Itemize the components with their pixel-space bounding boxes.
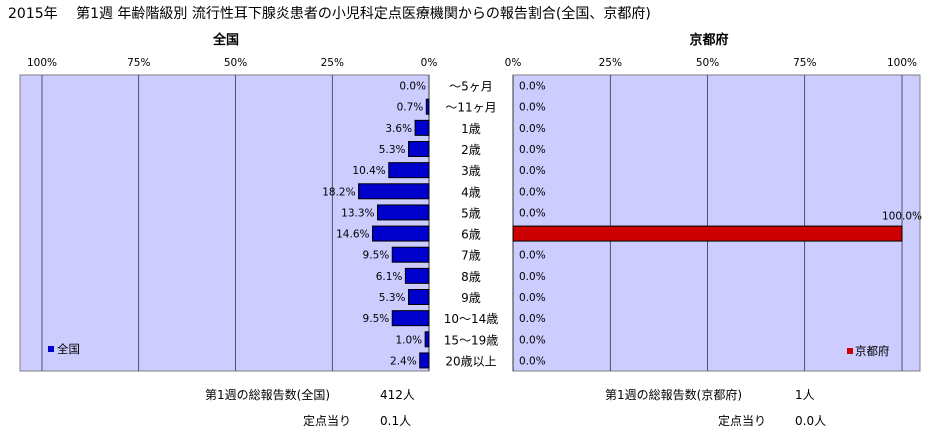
kyoto-bar bbox=[512, 225, 903, 242]
national-x-tick-label: 25% bbox=[321, 57, 344, 69]
kyoto-data-label: 0.0% bbox=[519, 271, 546, 283]
national-total-label: 第1週の総報告数(全国) bbox=[205, 388, 330, 402]
national-bar bbox=[388, 162, 430, 179]
kyoto-data-label: 0.0% bbox=[519, 313, 546, 325]
category-label: 4歳 bbox=[461, 185, 481, 199]
national-plot: 100% 75% 50% 25% 0% 0.0% 0.7% 3.6% 5.3% 10.4% 18.2… bbox=[19, 57, 438, 372]
category-labels: ～5ヶ月 ～11ヶ月 1歳 2歳 3歳 4歳 5歳 6歳 7歳 8歳 9歳 10～14歳 15～19歳 2… bbox=[444, 80, 499, 369]
national-bar bbox=[391, 310, 430, 327]
kyoto-data-label: 0.0% bbox=[519, 123, 546, 135]
category-label: 10～14歳 bbox=[444, 312, 499, 326]
national-data-label: 13.3% bbox=[341, 207, 374, 219]
kyoto-data-label: 0.0% bbox=[519, 250, 546, 262]
national-x-tick-label: 0% bbox=[421, 57, 438, 69]
category-label: 9歳 bbox=[461, 291, 481, 305]
national-data-label: 1.0% bbox=[395, 334, 422, 346]
national-data-label: 3.6% bbox=[385, 123, 412, 135]
national-bar bbox=[425, 98, 430, 115]
category-label: 3歳 bbox=[461, 164, 481, 178]
kyoto-x-tick-label: 75% bbox=[793, 57, 816, 69]
kyoto-data-label: 0.0% bbox=[519, 165, 546, 177]
kyoto-plot-area bbox=[512, 74, 921, 372]
national-bar bbox=[371, 225, 430, 242]
national-data-label: 5.3% bbox=[379, 144, 406, 156]
national-data-label: 10.4% bbox=[352, 165, 385, 177]
category-label: 8歳 bbox=[461, 270, 481, 284]
kyoto-data-label: 0.0% bbox=[519, 292, 546, 304]
kyoto-data-label: 0.0% bbox=[519, 81, 546, 93]
category-label: 6歳 bbox=[461, 228, 481, 242]
national-per-value: 0.1人 bbox=[380, 414, 412, 428]
national-bar bbox=[407, 141, 430, 157]
national-x-tick-label: 100% bbox=[27, 57, 57, 69]
national-bar bbox=[414, 119, 430, 136]
kyoto-data-label: 0.0% bbox=[519, 186, 546, 198]
kyoto-x-tick-label: 50% bbox=[696, 57, 719, 69]
national-bar bbox=[391, 246, 430, 263]
kyoto-data-label: 0.0% bbox=[519, 102, 546, 114]
kyoto-total-label: 第1週の総報告数(京都府) bbox=[605, 388, 742, 402]
national-legend-swatch bbox=[48, 346, 54, 352]
national-data-label: 2.4% bbox=[390, 355, 417, 367]
national-data-label: 5.3% bbox=[379, 292, 406, 304]
kyoto-data-label: 0.0% bbox=[519, 207, 546, 219]
kyoto-legend-label: 京都府 bbox=[855, 344, 890, 358]
category-label: ～11ヶ月 bbox=[445, 101, 496, 115]
national-bar bbox=[404, 267, 430, 284]
national-data-label: 14.6% bbox=[336, 229, 369, 241]
national-total-value: 412人 bbox=[380, 388, 415, 402]
national-legend-label: 全国 bbox=[57, 342, 80, 356]
kyoto-data-label: 0.0% bbox=[519, 355, 546, 367]
national-data-label: 0.7% bbox=[397, 102, 424, 114]
kyoto-x-tick-label: 100% bbox=[887, 57, 917, 69]
kyoto-per-value: 0.0人 bbox=[795, 414, 827, 428]
category-label: ～5ヶ月 bbox=[449, 80, 493, 94]
national-x-tick-label: 50% bbox=[224, 57, 247, 69]
national-bar bbox=[358, 183, 430, 200]
national-data-label: 9.5% bbox=[363, 313, 390, 325]
kyoto-panel-title: 京都府 bbox=[689, 32, 728, 48]
category-label: 15～19歳 bbox=[444, 333, 499, 347]
kyoto-total-value: 1人 bbox=[795, 388, 815, 402]
kyoto-plot: 0% 25% 50% 75% 100% 0.0% 0.0% 0.0% 0.0% 0.0% 0.0% 0… bbox=[505, 57, 922, 372]
national-panel-title: 全国 bbox=[212, 32, 239, 48]
kyoto-data-label: 0.0% bbox=[519, 144, 546, 156]
national-data-label: 6.1% bbox=[376, 271, 403, 283]
kyoto-per-label: 定点当り bbox=[718, 414, 767, 428]
kyoto-data-label: 0.0% bbox=[519, 334, 546, 346]
national-data-label: 18.2% bbox=[322, 186, 355, 198]
chart-title: 2015年 第1週 年齢階級別 流行性耳下腺炎患者の小児科定点医療機関からの報告… bbox=[8, 5, 651, 22]
category-label: 20歳以上 bbox=[445, 354, 496, 368]
national-data-label: 9.5% bbox=[363, 250, 390, 262]
national-per-label: 定点当り bbox=[303, 414, 352, 428]
category-label: 2歳 bbox=[461, 143, 481, 157]
national-bar bbox=[407, 289, 430, 305]
national-bar bbox=[424, 331, 430, 348]
kyoto-data-label: 100.0% bbox=[882, 211, 922, 223]
national-x-tick-label: 75% bbox=[127, 57, 150, 69]
national-data-label: 0.0% bbox=[399, 81, 426, 93]
national-bar bbox=[377, 204, 430, 221]
kyoto-x-tick-label: 25% bbox=[599, 57, 622, 69]
national-plot-area bbox=[19, 74, 430, 372]
category-label: 5歳 bbox=[461, 206, 481, 220]
kyoto-x-tick-label: 0% bbox=[505, 57, 522, 69]
kyoto-legend-swatch bbox=[847, 348, 853, 354]
category-label: 7歳 bbox=[461, 249, 481, 263]
category-label: 1歳 bbox=[461, 122, 481, 136]
national-bar bbox=[419, 352, 430, 369]
